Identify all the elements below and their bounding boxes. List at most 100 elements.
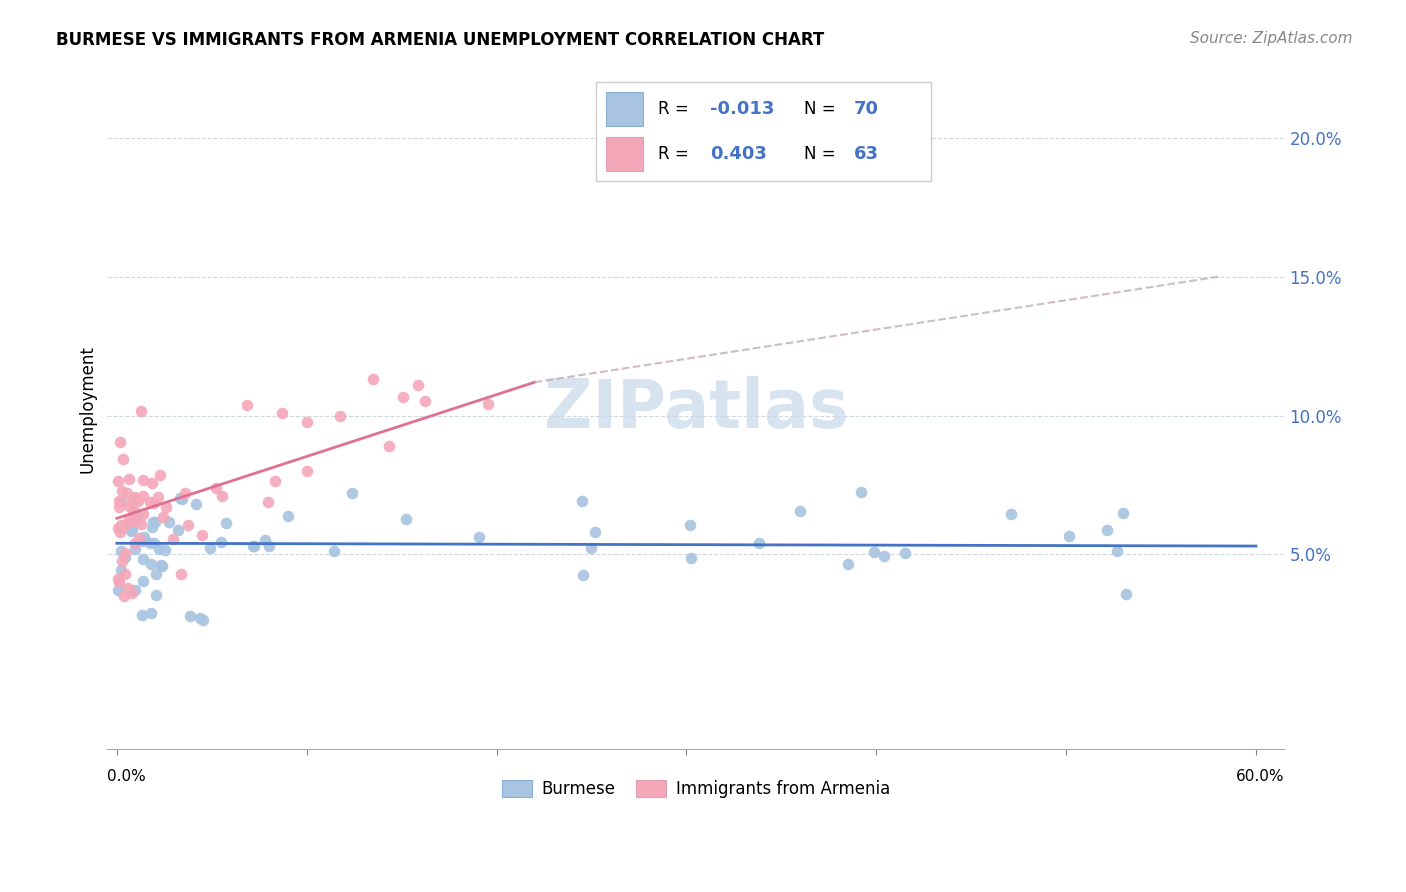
Point xyxy=(263,474,285,488)
Point xyxy=(114,549,136,564)
Legend: Burmese, Immigrants from Armenia: Burmese, Immigrants from Armenia xyxy=(495,773,897,805)
Point xyxy=(114,566,136,581)
Point xyxy=(162,533,184,547)
Y-axis label: Unemployment: Unemployment xyxy=(79,344,96,473)
Text: 60.0%: 60.0% xyxy=(1236,769,1285,784)
Point xyxy=(146,491,169,505)
Point xyxy=(131,489,153,503)
Point xyxy=(107,582,129,597)
Text: ZIPatlas: ZIPatlas xyxy=(544,376,848,442)
Point xyxy=(112,452,135,467)
Point xyxy=(108,525,131,540)
Text: 0.0%: 0.0% xyxy=(107,769,146,784)
Point xyxy=(849,485,872,500)
Point xyxy=(277,508,299,523)
Point xyxy=(748,535,770,549)
Point xyxy=(121,494,143,508)
Point xyxy=(149,468,172,483)
Point xyxy=(107,572,129,586)
Point xyxy=(215,516,238,530)
Point xyxy=(127,509,149,524)
Point xyxy=(242,540,264,554)
Point xyxy=(873,549,896,564)
Point xyxy=(467,530,489,544)
Point xyxy=(415,393,437,408)
Point xyxy=(110,543,132,558)
Point xyxy=(112,589,135,603)
Point xyxy=(141,520,163,534)
Point xyxy=(139,606,162,620)
Point xyxy=(191,613,214,627)
Point xyxy=(120,524,142,539)
Point xyxy=(583,525,606,540)
Point xyxy=(1057,529,1080,543)
Point xyxy=(124,505,146,519)
Point xyxy=(124,535,146,549)
Point xyxy=(179,609,201,624)
Point xyxy=(1000,507,1022,521)
Point xyxy=(149,558,172,573)
Point xyxy=(253,533,276,547)
Point xyxy=(132,552,155,566)
Point xyxy=(235,398,257,412)
Point xyxy=(107,521,129,535)
Point xyxy=(408,377,430,392)
Point xyxy=(295,464,318,478)
Point xyxy=(1095,524,1118,538)
Point xyxy=(363,372,385,386)
Point xyxy=(863,545,886,559)
Point xyxy=(108,500,131,514)
Point xyxy=(157,516,180,530)
Point xyxy=(681,551,703,566)
Point xyxy=(150,559,173,574)
Point xyxy=(138,536,160,550)
Point xyxy=(205,481,228,495)
Point xyxy=(167,523,190,537)
Point xyxy=(111,484,134,499)
Point xyxy=(1105,544,1128,558)
Point xyxy=(191,528,214,542)
Point xyxy=(117,486,139,500)
Point xyxy=(1115,587,1137,601)
Point xyxy=(108,435,131,450)
Point xyxy=(129,516,152,531)
Point xyxy=(118,499,141,513)
Point xyxy=(145,566,167,581)
Point xyxy=(188,611,211,625)
Point xyxy=(323,544,346,558)
Point xyxy=(209,535,232,549)
Point xyxy=(107,474,129,488)
Point xyxy=(579,541,602,556)
Point xyxy=(110,563,132,577)
Point xyxy=(1112,506,1135,520)
Point xyxy=(124,582,146,597)
Point xyxy=(110,521,132,535)
Point xyxy=(121,522,143,536)
Point xyxy=(114,546,136,560)
Point xyxy=(571,494,593,508)
Point xyxy=(152,510,174,524)
Point xyxy=(198,541,221,556)
Point xyxy=(329,409,352,424)
Point xyxy=(118,512,141,526)
Point xyxy=(477,397,499,411)
Point xyxy=(107,575,129,590)
Point xyxy=(121,586,143,600)
Point xyxy=(392,391,415,405)
Point xyxy=(131,608,153,623)
Point xyxy=(184,498,207,512)
Point xyxy=(155,543,177,558)
Point xyxy=(169,491,191,505)
Point xyxy=(132,533,155,548)
Point xyxy=(122,514,145,528)
Point xyxy=(174,486,197,500)
Point xyxy=(124,541,146,556)
Point xyxy=(259,539,281,553)
Point xyxy=(117,581,139,595)
Point xyxy=(340,485,363,500)
Point xyxy=(110,518,132,533)
Point xyxy=(128,531,150,545)
Point xyxy=(129,403,152,417)
Point xyxy=(894,546,917,560)
Point xyxy=(789,504,811,518)
